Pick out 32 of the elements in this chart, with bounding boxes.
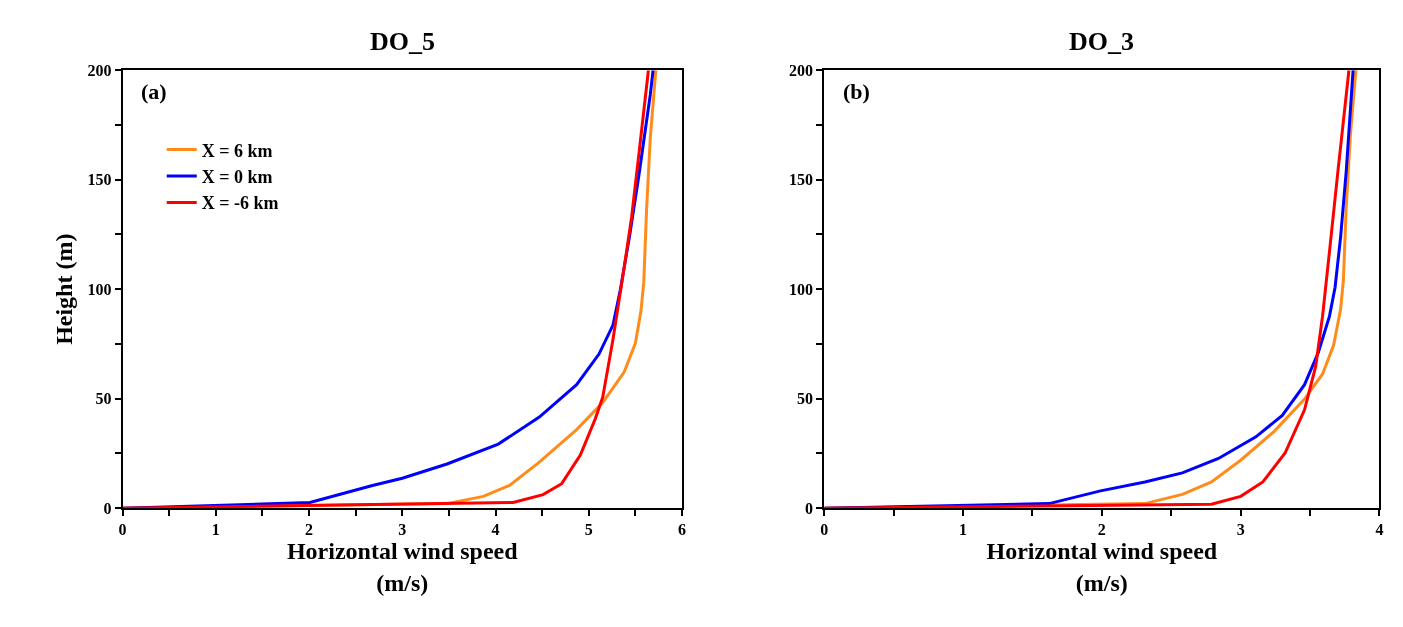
chart-title: DO_5 <box>370 27 435 56</box>
y-tick-label: 150 <box>87 171 112 189</box>
y-tick-label: 0 <box>103 499 112 517</box>
y-tick-label: 50 <box>797 390 814 408</box>
y-tick-label: 0 <box>805 499 814 517</box>
x-tick-label: 0 <box>118 521 127 539</box>
x-tick-label: 0 <box>820 521 829 539</box>
x-tick-label: 4 <box>1375 521 1384 539</box>
x-tick-label: 3 <box>1236 521 1245 539</box>
y-tick-label: 50 <box>95 390 112 408</box>
x-tick-label: 5 <box>584 521 593 539</box>
x-axis-title: Horizontal wind speed (m/s) <box>986 538 1218 596</box>
y-axis-title: Height (m) <box>50 233 77 345</box>
x-tick-label: 1 <box>959 521 968 539</box>
x-tick-label: 3 <box>398 521 407 539</box>
x-axis-title: Horizontal wind speed (m/s) <box>286 538 519 596</box>
y-tick-label: 100 <box>87 280 112 298</box>
y-tick-label: 100 <box>789 280 814 298</box>
legend-label: X = 6 km <box>201 140 273 161</box>
legend-label: X = -6 km <box>201 193 279 214</box>
y-tick-label: 200 <box>87 61 112 79</box>
annotation: (b) <box>843 79 870 104</box>
y-tick-label: 150 <box>789 171 814 189</box>
x-tick-label: 4 <box>491 521 500 539</box>
chart-title: DO_3 <box>1069 27 1134 56</box>
y-tick-label: 200 <box>789 61 814 79</box>
x-tick-label: 2 <box>305 521 314 539</box>
legend-label: X = 0 km <box>201 167 273 187</box>
x-tick-label: 2 <box>1097 521 1106 539</box>
annotation: (a) <box>141 79 167 104</box>
x-tick-label: 1 <box>211 521 220 539</box>
x-tick-label: 6 <box>677 521 686 539</box>
